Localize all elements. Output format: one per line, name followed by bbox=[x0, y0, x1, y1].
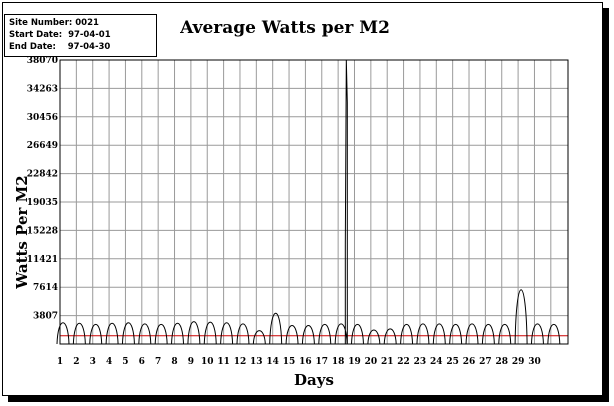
frame-shadow-bottom bbox=[8, 396, 609, 402]
start-date-label: Start Date: bbox=[9, 30, 63, 40]
site-number-label: Site Number: bbox=[9, 18, 73, 28]
y-tick-label: 30456 bbox=[27, 113, 58, 123]
x-tick-label: 13 bbox=[250, 357, 263, 367]
y-tick-label: 7614 bbox=[33, 283, 58, 293]
x-tick-label: 5 bbox=[122, 357, 128, 367]
y-tick-label: 19035 bbox=[27, 198, 58, 208]
x-tick-label: 3 bbox=[90, 357, 96, 367]
x-tick-label: 15 bbox=[283, 357, 296, 367]
y-tick-label: 34263 bbox=[27, 84, 58, 94]
y-tick-label: 15228 bbox=[27, 226, 58, 236]
plot-area-border bbox=[59, 59, 569, 345]
x-tick-label: 23 bbox=[414, 357, 427, 367]
x-tick-label: 28 bbox=[495, 357, 508, 367]
x-tick-label: 2 bbox=[73, 357, 79, 367]
x-tick-label: 22 bbox=[397, 357, 410, 367]
series-group bbox=[56, 59, 561, 345]
x-tick-label: 17 bbox=[316, 357, 329, 367]
y-tick-label: 38070 bbox=[27, 56, 58, 66]
x-tick-label: 27 bbox=[479, 357, 492, 367]
end-date-label: End Date: bbox=[9, 42, 56, 52]
x-tick-labels: 1 2 3 4 5 6 7 8 9 10 11 12 13 14 15 16 17 18 19 20 21 22 23 24 2… bbox=[57, 357, 541, 367]
y-tick-label: 3807 bbox=[33, 312, 58, 322]
x-tick-label: 1 bbox=[57, 357, 63, 367]
x-tick-label: 26 bbox=[463, 357, 476, 367]
x-tick-label: 30 bbox=[528, 357, 541, 367]
x-tick-label: 8 bbox=[171, 357, 177, 367]
end-date-value: 97-04-30 bbox=[67, 42, 111, 52]
site-number-value: 0021 bbox=[75, 18, 99, 28]
start-date-value: 97-04-01 bbox=[68, 30, 111, 40]
x-tick-label: 14 bbox=[266, 357, 279, 367]
x-tick-label: 12 bbox=[234, 357, 247, 367]
y-tick-label: 22842 bbox=[27, 170, 58, 180]
frame-shadow-right bbox=[603, 8, 609, 402]
x-tick-label: 29 bbox=[512, 357, 525, 367]
chart-frame bbox=[2, 2, 603, 396]
x-tick-label: 11 bbox=[217, 357, 230, 367]
x-tick-label: 24 bbox=[430, 357, 443, 367]
axes-group bbox=[59, 59, 569, 345]
x-tick-label: 6 bbox=[139, 357, 145, 367]
y-tick-labels: 3807 7614 11421 15228 19035 22842 26649 30456 34… bbox=[27, 56, 58, 322]
x-tick-label: 21 bbox=[381, 357, 394, 367]
x-tick-label: 16 bbox=[299, 357, 312, 367]
x-tick-label: 20 bbox=[365, 357, 378, 367]
x-tick-label: 18 bbox=[332, 357, 345, 367]
x-tick-label: 25 bbox=[446, 357, 459, 367]
series-line bbox=[56, 59, 561, 345]
y-tick-label: 26649 bbox=[27, 141, 58, 151]
grid-lines bbox=[59, 59, 568, 344]
x-tick-label: 9 bbox=[188, 357, 194, 367]
x-tick-label: 7 bbox=[155, 357, 161, 367]
x-tick-label: 4 bbox=[106, 357, 112, 367]
chart-title: Average Watts per M2 bbox=[180, 18, 390, 38]
y-axis-label: Watts Per M2 bbox=[13, 175, 31, 289]
x-axis-label: Days bbox=[294, 371, 334, 389]
x-tick-label: 19 bbox=[348, 357, 361, 367]
x-tick-label: 10 bbox=[201, 357, 214, 367]
y-tick-label: 11421 bbox=[27, 255, 58, 265]
site-info-box: Site Number: 0021 Start Date: 97-04-01 E… bbox=[4, 14, 157, 57]
